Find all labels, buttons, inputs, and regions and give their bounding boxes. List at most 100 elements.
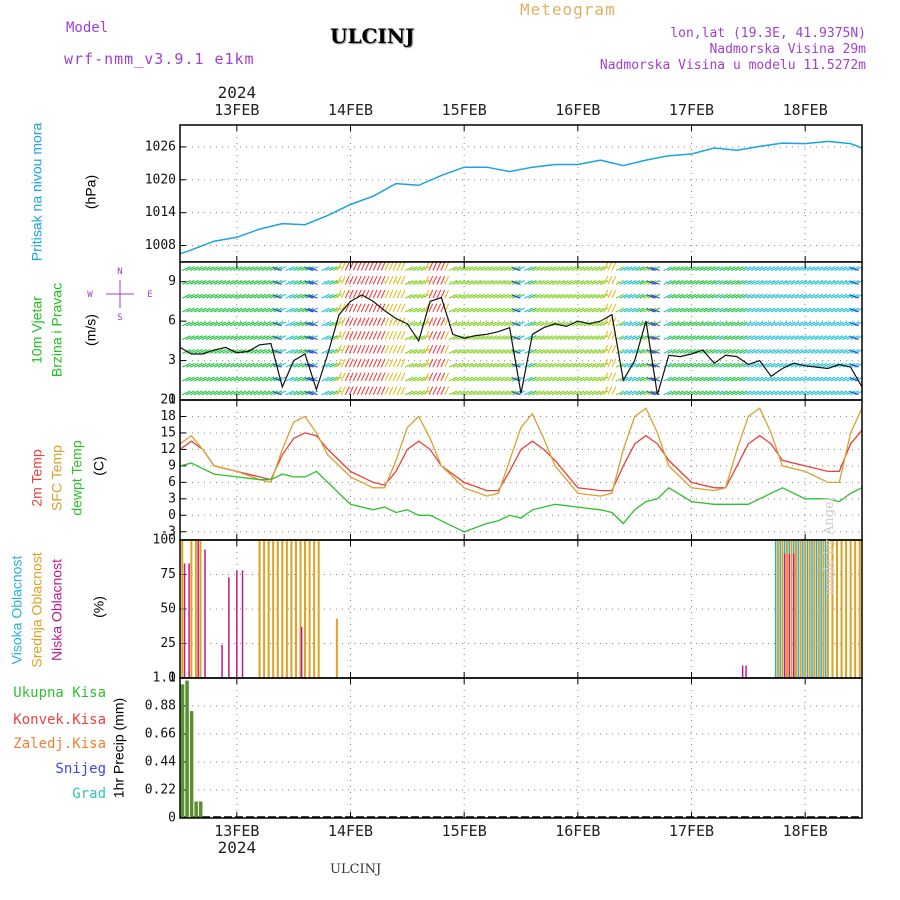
wind-arrow (412, 376, 422, 382)
wind-arrow (293, 376, 303, 382)
wind-arrow (488, 376, 497, 382)
wind-arrow (842, 376, 852, 382)
wind-arrow (257, 390, 267, 396)
wind-arrow (786, 335, 796, 341)
wind-arrow (384, 317, 390, 326)
wind-arrow (245, 321, 255, 327)
wind-arrow (297, 266, 307, 272)
wind-arrow (448, 390, 458, 396)
wind-arrow (480, 321, 490, 327)
wind-arrow (388, 303, 394, 313)
wind-arrow (193, 390, 203, 396)
wind-arrow (770, 266, 780, 272)
wind-arrow (595, 362, 605, 368)
precip-legend-item: Ukupna Kisa (13, 685, 106, 701)
wind-arrow (746, 362, 756, 368)
wind-arrow (591, 376, 601, 382)
wind-arrow (635, 307, 645, 313)
wind-arrow (472, 349, 482, 354)
wind-arrow (321, 362, 330, 368)
wind-arrow (348, 289, 354, 299)
wind-arrow (770, 293, 780, 299)
wind-arrow (671, 266, 680, 272)
wind-arrow (432, 372, 438, 382)
wind-arrow (607, 386, 613, 395)
wind-arrow (233, 390, 243, 396)
wind-arrow (201, 321, 211, 327)
wind-arrow (552, 280, 561, 285)
wind-arrow (563, 266, 573, 272)
wind-arrow (472, 390, 482, 396)
wind-arrow (647, 349, 656, 354)
wind-arrow (321, 266, 330, 272)
wind-arrow (201, 307, 211, 313)
wind-arrow (400, 358, 406, 368)
wind-arrow (524, 335, 533, 341)
wind-arrow (273, 266, 282, 272)
wind-arrow (639, 307, 649, 313)
wind-arrow (308, 294, 318, 299)
wind-arrow (508, 293, 517, 299)
wind-arrow (221, 307, 231, 313)
wind-arrow (364, 262, 370, 271)
wind-arrow (579, 321, 589, 327)
wind-arrow (205, 390, 215, 396)
wind-arrow (237, 390, 247, 396)
wind-arrow (603, 331, 609, 340)
wind-arrow (671, 335, 680, 341)
wind-arrow (532, 376, 541, 382)
wind-arrow (731, 362, 740, 368)
wind-arrow (301, 293, 311, 299)
wind-arrow (293, 266, 303, 272)
wind-arrow (802, 280, 812, 285)
wind-arrow (822, 321, 832, 327)
wind-arrow (201, 349, 211, 354)
wind-arrow (735, 266, 744, 272)
wind-arrow (508, 390, 517, 396)
wind-arrow (754, 266, 764, 272)
wind-arrow (810, 280, 820, 285)
wind-arrow (735, 376, 744, 382)
wind-arrow (432, 289, 438, 299)
wind-arrow (456, 362, 466, 368)
wind-arrow (842, 390, 852, 396)
y-tick-label: -3 (160, 524, 176, 539)
wind-arrow (735, 349, 744, 354)
wind-arrow (476, 266, 486, 272)
wind-arrow (297, 307, 307, 313)
wind-arrow (631, 390, 641, 396)
wind-arrow (213, 390, 223, 396)
wind-arrow (269, 293, 279, 299)
wind-arrow (336, 331, 342, 340)
wind-arrow (826, 321, 836, 327)
compass-east: E (147, 290, 152, 300)
wind-arrow (651, 391, 660, 396)
wind-arrow (285, 307, 295, 313)
wind-arrow (631, 307, 641, 313)
wind-arrow (719, 280, 728, 285)
wind-arrow (786, 293, 796, 299)
wind-arrow (420, 376, 430, 382)
pressure-ylabel: Pritisak na nivou mora (29, 123, 45, 262)
wind-arrow (221, 349, 231, 354)
wind-arrow (193, 335, 203, 341)
wind-arrow (778, 349, 788, 354)
wind-arrow (695, 376, 704, 382)
wind-arrow (719, 349, 728, 354)
wind-arrow (364, 358, 370, 368)
wind-arrow (432, 275, 438, 285)
wind-arrow (639, 266, 649, 272)
wind-arrow (245, 376, 255, 382)
wind-arrow (400, 303, 406, 313)
wind-arrow (257, 335, 267, 341)
wind-arrow (352, 386, 358, 395)
wind-arrow (182, 390, 191, 396)
wind-arrow (356, 358, 362, 368)
day-label-top: 13FEB (214, 101, 259, 119)
wind-arrow (416, 349, 426, 354)
wind-arrow (675, 376, 684, 382)
wind-arrow (364, 344, 370, 354)
wind-arrow (663, 349, 673, 354)
wind-arrow (842, 335, 852, 341)
wind-arrow (285, 266, 295, 272)
